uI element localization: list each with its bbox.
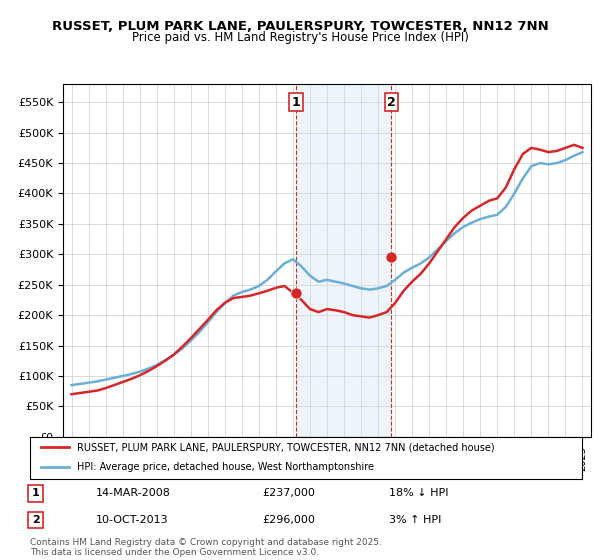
Text: HPI: Average price, detached house, West Northamptonshire: HPI: Average price, detached house, West… (77, 462, 374, 472)
Text: 3% ↑ HPI: 3% ↑ HPI (389, 515, 441, 525)
Text: 1: 1 (292, 96, 301, 109)
Text: RUSSET, PLUM PARK LANE, PAULERSPURY, TOWCESTER, NN12 7NN (detached house): RUSSET, PLUM PARK LANE, PAULERSPURY, TOW… (77, 442, 494, 452)
Text: 18% ↓ HPI: 18% ↓ HPI (389, 488, 448, 498)
Bar (296, 84, 391, 437)
Text: £296,000: £296,000 (262, 515, 315, 525)
Text: RUSSET, PLUM PARK LANE, PAULERSPURY, TOWCESTER, NN12 7NN: RUSSET, PLUM PARK LANE, PAULERSPURY, TOW… (52, 20, 548, 32)
Text: £237,000: £237,000 (262, 488, 315, 498)
Text: 2: 2 (32, 515, 40, 525)
Text: 10-OCT-2013: 10-OCT-2013 (96, 515, 169, 525)
Text: 14-MAR-2008: 14-MAR-2008 (96, 488, 171, 498)
Text: 2: 2 (387, 96, 396, 109)
Text: 1: 1 (32, 488, 40, 498)
Text: Price paid vs. HM Land Registry's House Price Index (HPI): Price paid vs. HM Land Registry's House … (131, 31, 469, 44)
Text: Contains HM Land Registry data © Crown copyright and database right 2025.
This d: Contains HM Land Registry data © Crown c… (30, 538, 382, 557)
